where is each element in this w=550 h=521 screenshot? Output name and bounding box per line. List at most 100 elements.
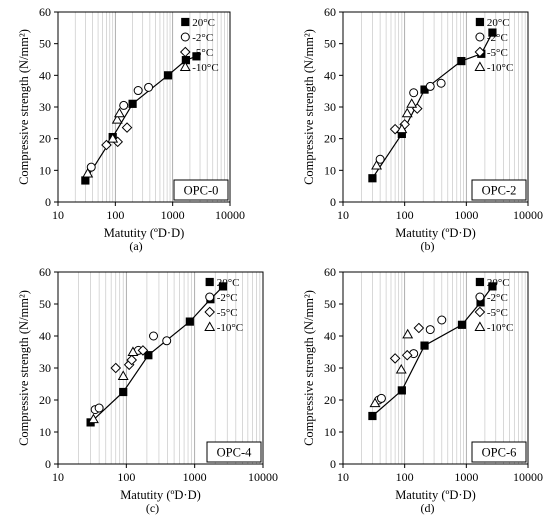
legend-entry: -10°C [204,321,243,334]
data-point [137,345,149,356]
legend-entry: -2°C [205,292,238,304]
x-tick-label: 10000 [513,208,543,222]
legend-label: -2°C [487,292,508,304]
data-point [133,86,143,96]
legend-label: 20°C [192,17,215,29]
legend-label: 20°C [217,277,240,289]
panel-tag: OPC-4 [217,446,252,460]
panel-tag: OPC-6 [482,446,517,460]
y-tick-label: 40 [39,68,51,82]
panel-tag-box [173,179,229,201]
series-3 [389,322,425,364]
panel-tag: OPC-2 [482,184,517,198]
legend-entry: 20°C [181,17,215,29]
legend-label: -10°C [487,62,513,74]
data-point [110,362,122,374]
y-tick-label: 20 [324,132,336,146]
series-2 [86,82,154,172]
legend-entry: -5°C [474,306,508,319]
x-axis-label: Matutity (ºD·D) [395,488,476,502]
x-tick-label: 100 [117,470,135,484]
legend-entry: 20°C [475,17,510,29]
series-4 [369,328,414,408]
data-point [437,315,447,325]
y-tick-label: 50 [39,297,51,311]
data-point [425,325,435,335]
y-tick-label: 30 [324,361,336,375]
data-point [436,78,446,88]
y-tick-label: 0 [330,457,336,471]
x-tick-label: 10 [52,208,64,222]
data-point [406,98,418,108]
y-tick-label: 0 [45,457,51,471]
panel-label: (a) [129,239,142,253]
legend-marker [474,61,486,71]
y-tick-label: 60 [324,265,336,279]
series-4 [87,346,139,424]
x-tick-label: 100 [106,208,124,222]
data-point [376,393,386,403]
data-point [127,346,139,356]
data-point [457,320,467,329]
legend-label: -2°C [487,32,508,44]
data-point [163,71,173,80]
x-tick-label: 100 [396,470,414,484]
data-point [396,123,408,134]
data-point [368,411,377,421]
series-1 [368,282,497,421]
y-tick-label: 10 [324,425,336,439]
data-point [121,122,133,133]
legend-marker [180,32,190,42]
data-point [144,82,154,92]
panel-tag: OPC-0 [184,184,219,198]
data-point [86,162,96,172]
panel-label: (c) [146,501,159,515]
legend-marker [204,321,216,331]
panel-label: (d) [421,501,435,515]
y-tick-label: 30 [39,100,51,114]
data-point [488,282,497,291]
y-tick-label: 40 [324,68,336,82]
legend-entry: -2°C [180,32,213,44]
x-tick-label: 100 [396,208,414,222]
legend-marker [474,321,486,331]
legend-label: -2°C [192,32,213,44]
data-point [218,282,228,291]
series-2 [90,331,172,415]
series-line [371,32,493,179]
y-axis-label: Compressive strength (N/mm²) [17,290,31,446]
data-point [82,167,94,178]
data-point [87,413,99,424]
legend-label: -2°C [217,292,238,304]
legend-label: -5°C [192,47,213,59]
series-1 [81,52,201,185]
panel-label: (b) [421,239,435,253]
data-point [395,363,407,374]
x-tick-label: 1000 [454,470,478,484]
x-tick-label: 1000 [454,208,478,222]
data-point [101,139,112,151]
y-axis-label: Compressive strength (N/mm²) [302,29,316,185]
legend-entry: 20°C [475,277,510,289]
legend-entry: -2°C [475,32,508,44]
y-axis-label: Compressive strength (N/mm²) [302,290,316,446]
y-tick-label: 50 [324,297,336,311]
y-tick-label: 40 [39,329,51,343]
legend-marker [205,277,214,287]
data-point [488,28,497,37]
y-tick-label: 40 [324,329,336,343]
legend-marker [179,46,191,58]
y-tick-label: 20 [39,132,51,146]
legend-label: -5°C [487,307,508,319]
data-point [425,81,435,91]
legend-marker [474,306,486,318]
x-tick-label: 1000 [161,208,185,222]
legend-entry: -5°C [204,306,238,319]
x-tick-label: 10000 [215,208,245,222]
y-tick-label: 60 [39,5,51,19]
legend-entry: -5°C [179,46,213,59]
